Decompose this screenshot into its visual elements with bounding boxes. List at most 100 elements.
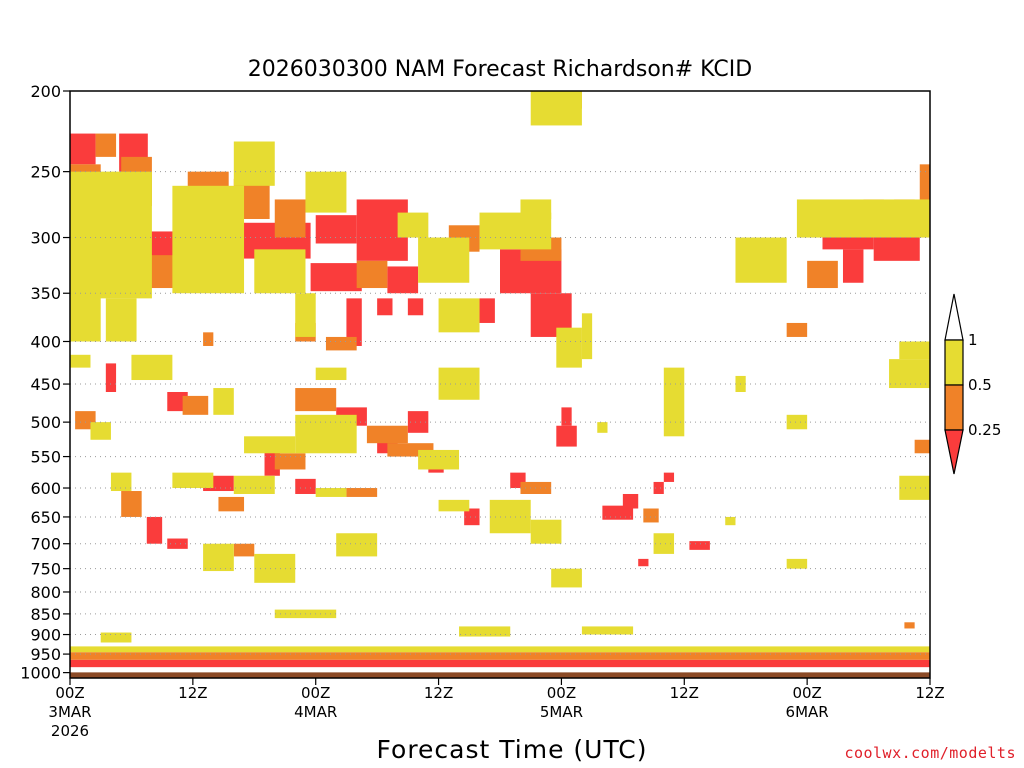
data-cell <box>213 388 234 415</box>
data-cell <box>336 533 378 557</box>
data-cell <box>807 260 838 289</box>
data-cell <box>889 359 930 389</box>
data-cell <box>551 568 582 588</box>
x-tick-label: 00Z <box>301 684 330 702</box>
data-cell <box>520 199 552 219</box>
y-tick-label: 250 <box>30 163 61 182</box>
y-tick-label: 700 <box>30 535 61 554</box>
x-tick-label: 12Z <box>915 684 944 702</box>
y-tick-label: 600 <box>30 479 61 498</box>
data-cell <box>110 472 132 492</box>
data-cell <box>274 453 306 470</box>
data-cell <box>218 496 245 512</box>
x-tick-label: 6MAR <box>786 703 829 721</box>
data-cell <box>295 478 316 494</box>
data-cell <box>530 91 582 126</box>
data-cell <box>438 367 480 400</box>
data-cell <box>233 543 255 557</box>
x-tick-label: 5MAR <box>540 703 583 721</box>
data-cell <box>530 519 562 544</box>
data-cell <box>182 395 209 415</box>
data-cell <box>310 263 362 292</box>
data-cell <box>70 171 152 299</box>
data-cell <box>131 354 173 381</box>
data-cell <box>689 541 710 550</box>
data-cell <box>899 341 930 360</box>
data-cell <box>786 322 808 337</box>
data-cell <box>100 632 132 643</box>
data-cell <box>581 313 593 360</box>
y-tick-label: 550 <box>30 448 61 467</box>
data-cell <box>914 439 930 454</box>
x-tick-label: 4MAR <box>294 703 337 721</box>
data-cell <box>172 185 245 294</box>
data-cell <box>464 508 480 526</box>
data-cell <box>305 171 347 213</box>
data-cell <box>70 293 101 342</box>
data-cell <box>172 472 214 489</box>
data-cell <box>105 298 137 342</box>
y-tick-label: 800 <box>30 583 61 602</box>
data-cell <box>315 488 347 497</box>
data-cell <box>904 622 915 629</box>
data-cell <box>203 332 214 346</box>
data-cell <box>581 626 634 635</box>
x-tick-label: 12Z <box>178 684 207 702</box>
data-cell <box>121 491 142 517</box>
data-cell <box>295 414 357 454</box>
data-cell <box>638 558 649 567</box>
data-cell <box>295 388 337 412</box>
data-cell <box>70 659 930 668</box>
y-tick-label: 1000 <box>20 664 61 683</box>
x-tick-label: 12Z <box>670 684 699 702</box>
y-tick-label: 350 <box>30 284 61 303</box>
data-cell <box>274 199 306 238</box>
data-cell <box>561 407 572 426</box>
data-cell <box>146 516 163 544</box>
legend-box <box>944 384 964 431</box>
data-cell <box>254 249 306 294</box>
data-cell <box>346 298 362 346</box>
data-cell <box>919 164 930 213</box>
chart-title: 2026030300 NAM Forecast Richardson# KCID <box>248 57 752 82</box>
data-cell <box>438 298 480 333</box>
data-cell <box>479 298 495 323</box>
x-tick-label: 3MAR <box>48 703 91 721</box>
data-cell <box>663 472 675 482</box>
data-cell <box>295 293 316 337</box>
data-cell <box>356 260 388 289</box>
pressure-axis: 200 250 300 350 400 450 500 550 600 650 700 750 800 8… <box>20 82 70 683</box>
data-cell <box>70 133 96 165</box>
legend-triangle-high <box>944 293 964 341</box>
data-cell <box>653 481 664 494</box>
legend-level-label: 0.5 <box>968 376 992 394</box>
data-cell <box>397 212 429 238</box>
data-cell <box>366 425 408 444</box>
x-tick-label: 2026 <box>51 722 89 740</box>
data-cell <box>663 367 685 437</box>
x-tick-label: 00Z <box>792 684 821 702</box>
data-cell <box>643 508 659 523</box>
data-cell <box>167 538 188 549</box>
x-tick-label: 00Z <box>547 684 576 702</box>
data-cell <box>735 237 787 283</box>
data-cell <box>244 436 296 454</box>
data-cell <box>407 298 424 316</box>
data-cell <box>407 411 429 433</box>
data-cell <box>459 626 511 637</box>
ground-layer <box>70 670 930 678</box>
x-axis-label: Forecast Time (UTC) <box>377 735 648 764</box>
x-tick-label: 12Z <box>424 684 453 702</box>
data-cell <box>556 327 582 368</box>
data-cell <box>899 475 930 500</box>
legend-level-label: 0.25 <box>968 421 1001 439</box>
legend-box <box>944 339 964 386</box>
x-tick-label: 00Z <box>55 684 84 702</box>
data-cell <box>418 449 460 470</box>
y-tick-label: 450 <box>30 375 61 394</box>
data-cell <box>418 237 470 283</box>
data-cell <box>438 499 470 512</box>
y-tick-label: 950 <box>30 645 61 664</box>
y-tick-label: 650 <box>30 508 61 527</box>
